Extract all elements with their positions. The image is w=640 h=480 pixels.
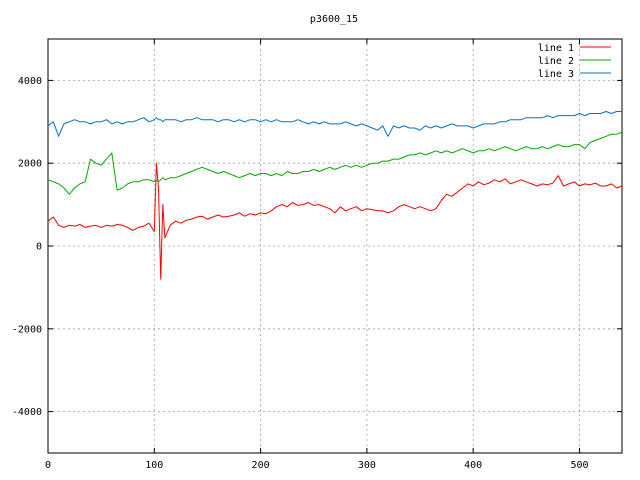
x-tick-label: 200 xyxy=(252,460,270,471)
x-tick-label: 300 xyxy=(358,460,376,471)
x-tick-label: 400 xyxy=(464,460,482,471)
y-tick-label: 2000 xyxy=(18,159,42,170)
series-lines xyxy=(47,111,623,280)
y-tick-label: 0 xyxy=(36,242,42,253)
series-line xyxy=(47,131,623,195)
y-tick-label: -4000 xyxy=(12,407,42,418)
legend-label: line 3 xyxy=(538,69,574,80)
x-tick-label: 0 xyxy=(45,460,51,471)
x-tick-label: 100 xyxy=(145,460,163,471)
series-line xyxy=(47,162,623,280)
legend-label: line 1 xyxy=(538,43,574,54)
legend: line 1 line 2 line 3 xyxy=(538,43,611,80)
legend-label: line 2 xyxy=(538,56,574,67)
grid-lines xyxy=(48,39,622,453)
x-tick-label: 500 xyxy=(570,460,588,471)
axis-ticks: 0 100 200 300 400 500 -4000 -2000 0 2000 4000 xyxy=(12,39,622,471)
series-line xyxy=(47,111,622,137)
chart-title: p3600_15 xyxy=(310,14,358,25)
y-tick-label: 4000 xyxy=(18,76,42,87)
y-tick-label: -2000 xyxy=(12,324,42,335)
